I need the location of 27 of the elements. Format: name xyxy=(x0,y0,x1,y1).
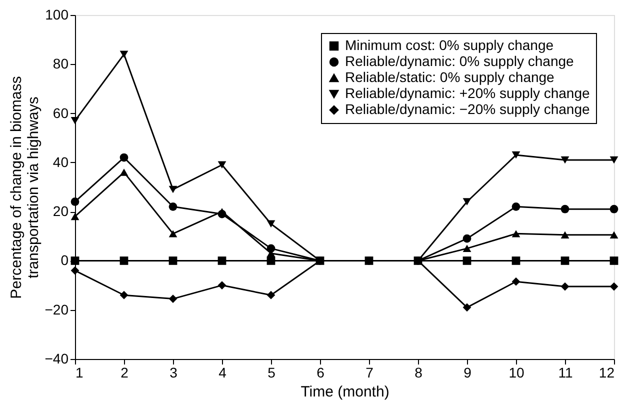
x-tick-label: 9 xyxy=(464,364,472,380)
y-tick-label: 40 xyxy=(52,154,69,170)
x-tick-label: 2 xyxy=(120,364,129,380)
x-axis-title: Time (month) xyxy=(300,384,390,400)
y-tick-label: −40 xyxy=(44,350,69,366)
x-tick-label: 8 xyxy=(414,364,423,380)
legend-label: Reliable/dynamic: −20% supply change xyxy=(345,101,590,117)
x-tick-label: 4 xyxy=(218,364,227,380)
x-tick-label: 10 xyxy=(508,364,524,380)
y-tick-label: 60 xyxy=(52,104,69,121)
x-tick-label: 12 xyxy=(598,364,615,380)
legend-label: Reliable/dynamic: 0% supply change xyxy=(345,53,574,69)
y-axis-title: Percentage of change in biomass transportation via highways xyxy=(8,76,42,299)
y-tick-label: 0 xyxy=(60,252,69,268)
x-tick-label: 6 xyxy=(316,364,325,380)
legend-label: Minimum cost: 0% supply change xyxy=(345,37,554,53)
legend-label: Reliable/static: 0% supply change xyxy=(345,69,555,85)
x-tick-label: 7 xyxy=(366,364,374,380)
y-tick-label: 80 xyxy=(52,56,69,72)
legend-label: Reliable/dynamic: +20% supply change xyxy=(345,85,590,101)
x-tick-label: 1 xyxy=(76,364,84,380)
y-tick-label: 100 xyxy=(45,6,69,22)
x-tick-label: 5 xyxy=(268,364,276,380)
y-tick-label: −20 xyxy=(44,301,69,318)
y-tick-label: 20 xyxy=(52,203,69,220)
x-tick-label: 3 xyxy=(170,364,178,380)
x-tick-label: 11 xyxy=(558,364,573,380)
